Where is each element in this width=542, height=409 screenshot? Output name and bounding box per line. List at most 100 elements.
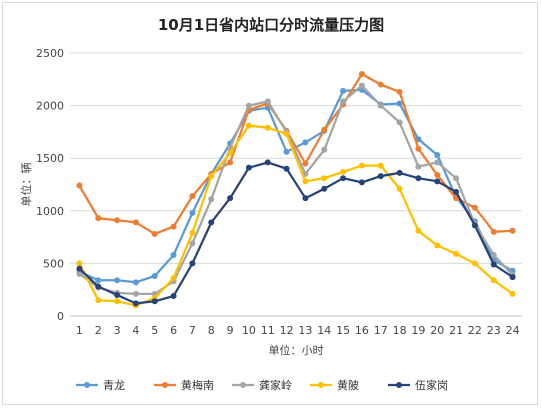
data-point xyxy=(471,204,478,211)
data-point xyxy=(358,179,365,186)
x-tick-label: 20 xyxy=(430,324,444,337)
data-point xyxy=(415,163,422,170)
legend-swatch-marker xyxy=(240,382,246,388)
data-point xyxy=(189,240,196,247)
data-point xyxy=(415,175,422,182)
data-point xyxy=(453,175,460,182)
data-point xyxy=(302,160,309,167)
data-point xyxy=(170,275,177,282)
data-point xyxy=(114,291,121,298)
data-point xyxy=(76,265,83,272)
legend-label: 黄梅南 xyxy=(181,378,214,392)
data-point xyxy=(208,219,215,226)
data-point xyxy=(377,102,384,109)
data-point xyxy=(283,165,290,172)
data-point xyxy=(415,227,422,234)
data-point xyxy=(396,100,403,107)
data-point xyxy=(340,168,347,175)
data-point xyxy=(358,71,365,78)
data-point xyxy=(170,251,177,258)
x-tick-label: 16 xyxy=(355,324,369,337)
series-1 xyxy=(76,86,516,286)
data-point xyxy=(358,162,365,169)
x-tick-label: 5 xyxy=(151,324,158,337)
x-tick-label: 10 xyxy=(242,324,256,337)
legend-swatch-marker xyxy=(318,382,324,388)
series-line xyxy=(78,84,514,296)
x-tick-label: 17 xyxy=(374,324,388,337)
data-point xyxy=(434,172,441,179)
data-point xyxy=(377,162,384,169)
x-tick-label: 22 xyxy=(468,324,482,337)
data-point xyxy=(509,274,516,281)
x-tick-label: 11 xyxy=(261,324,275,337)
x-tick-label: 7 xyxy=(189,324,196,337)
data-point xyxy=(509,290,516,297)
data-point xyxy=(151,230,158,237)
data-point xyxy=(283,131,290,138)
x-tick-label: 24 xyxy=(506,324,520,337)
data-point xyxy=(76,182,83,189)
data-point xyxy=(434,242,441,249)
x-tick-label: 21 xyxy=(449,324,463,337)
data-point xyxy=(95,297,102,304)
series-5 xyxy=(76,159,516,307)
data-point xyxy=(283,148,290,155)
chart-title: 10月1日省内站口分时流量压力图 xyxy=(158,16,384,34)
legend-item: 青龙 xyxy=(76,379,125,392)
y-tick-label: 2000 xyxy=(36,100,64,113)
data-point xyxy=(132,219,139,226)
data-point xyxy=(453,188,460,195)
data-point xyxy=(189,229,196,236)
data-point xyxy=(321,146,328,153)
data-point xyxy=(264,159,271,166)
x-tick-label: 6 xyxy=(170,324,177,337)
data-point xyxy=(358,82,365,89)
y-axis-title: 单位：辆 xyxy=(19,163,33,207)
legend-label: 龚家岭 xyxy=(259,378,292,392)
data-point xyxy=(208,196,215,203)
data-point xyxy=(490,228,497,235)
data-point xyxy=(151,298,158,305)
y-tick-label: 500 xyxy=(43,257,64,270)
data-point xyxy=(95,215,102,222)
data-point xyxy=(490,261,497,268)
x-tick-label: 12 xyxy=(280,324,294,337)
data-point xyxy=(189,193,196,200)
data-point xyxy=(264,124,271,131)
series-3 xyxy=(76,82,516,297)
data-point xyxy=(227,149,234,156)
x-tick-label: 23 xyxy=(487,324,501,337)
legend-item: 黄梅南 xyxy=(154,378,214,392)
data-point xyxy=(114,217,121,224)
data-point xyxy=(321,185,328,192)
x-tick-label: 8 xyxy=(208,324,215,337)
x-axis-title: 单位：小时 xyxy=(269,343,324,357)
y-axis-ticks: 0 500 1000 1500 2000 2500 xyxy=(36,47,64,323)
data-point xyxy=(170,223,177,230)
data-point xyxy=(396,169,403,176)
data-point xyxy=(132,279,139,286)
data-point xyxy=(227,195,234,202)
x-tick-label: 4 xyxy=(132,324,139,337)
data-point xyxy=(453,250,460,257)
data-point xyxy=(302,178,309,185)
chart-frame xyxy=(2,2,538,405)
data-point xyxy=(434,152,441,159)
data-point xyxy=(434,159,441,166)
x-axis-ticks: 1 2 3 4 5 6 7 8 9 10 11 12 13 14 15 16 17 18 19 20 21 22 23 24 xyxy=(76,324,520,337)
y-tick-label: 1000 xyxy=(36,205,64,218)
x-tick-label: 19 xyxy=(411,324,425,337)
data-point xyxy=(245,122,252,129)
data-point xyxy=(471,222,478,229)
y-tick-label: 1500 xyxy=(36,152,64,165)
legend-swatch-marker xyxy=(396,382,402,388)
x-tick-label: 15 xyxy=(336,324,350,337)
data-point xyxy=(114,298,121,305)
data-point xyxy=(471,260,478,267)
x-tick-label: 14 xyxy=(317,324,331,337)
legend-label: 黄陂 xyxy=(337,378,359,392)
legend-label: 伍家岗 xyxy=(415,378,448,392)
series-line xyxy=(78,72,513,236)
